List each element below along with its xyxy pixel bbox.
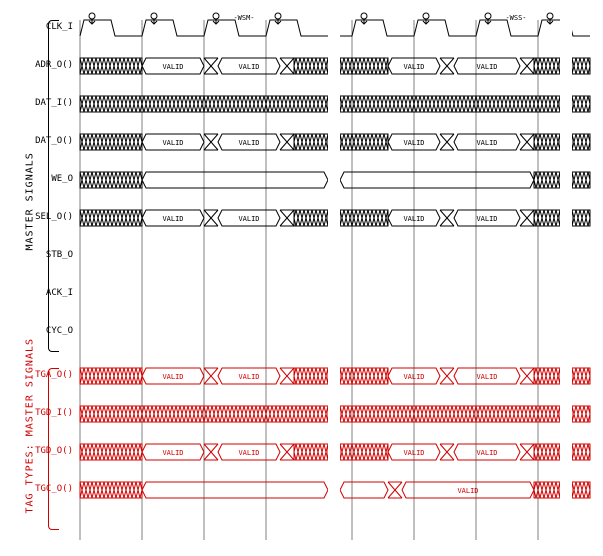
svg-text:VALID: VALID (403, 449, 424, 457)
signal-label-WE_O: WE_O (13, 174, 73, 184)
signal-label-TGD_O: TGD_O() (13, 446, 73, 456)
signal-label-TGA_O: TGA_O() (13, 370, 73, 380)
svg-text:VALID: VALID (476, 139, 497, 147)
waveform-WE_O (80, 172, 590, 198)
waveform-TGC_O: VALID (80, 482, 590, 508)
svg-text:VALID: VALID (403, 139, 424, 147)
waveform-TGD_O: VALID VALID VALID VALID (80, 444, 590, 470)
signal-label-DAT_I: DAT_I() (13, 98, 73, 108)
svg-text:VALID: VALID (403, 373, 424, 381)
waveform-CLK_I: -WSM--WSS- (80, 20, 590, 46)
signal-label-SEL_O: SEL_O() (13, 212, 73, 222)
svg-text:-WSS-: -WSS- (505, 14, 526, 22)
timing-diagram: MASTER SIGNALSCLK_I-WSM--WSS-ADR_O()VALI… (10, 10, 593, 546)
signal-label-ADR_O: ADR_O() (13, 60, 73, 70)
svg-text:-WSM-: -WSM- (233, 14, 254, 22)
waveform-SEL_O: VALID VALID VALID VALID (80, 210, 590, 236)
svg-text:VALID: VALID (238, 373, 259, 381)
signal-label-CYC_O: CYC_O (13, 326, 73, 336)
svg-text:VALID: VALID (403, 63, 424, 71)
master-signals-label: MASTER SIGNALS (25, 131, 36, 251)
svg-text:VALID: VALID (162, 139, 183, 147)
waveform-CYC_O (80, 324, 590, 350)
signal-label-CLK_I: CLK_I (13, 22, 73, 32)
svg-text:VALID: VALID (476, 449, 497, 457)
signal-label-TGC_O: TGC_O() (13, 484, 73, 494)
svg-text:VALID: VALID (403, 215, 424, 223)
waveform-TGA_O: VALID VALID VALID VALID (80, 368, 590, 394)
svg-text:VALID: VALID (238, 139, 259, 147)
svg-text:VALID: VALID (476, 215, 497, 223)
svg-text:VALID: VALID (238, 215, 259, 223)
svg-text:VALID: VALID (162, 215, 183, 223)
waveform-DAT_O: VALID VALID VALID VALID (80, 134, 590, 160)
waveform-STB_O (80, 248, 590, 274)
signal-label-TGD_I: TGD_I() (13, 408, 73, 418)
svg-text:VALID: VALID (238, 449, 259, 457)
svg-text:VALID: VALID (162, 373, 183, 381)
signal-label-DAT_O: DAT_O() (13, 136, 73, 146)
signal-label-STB_O: STB_O (13, 250, 73, 260)
svg-text:VALID: VALID (457, 487, 478, 495)
waveform-DAT_I (80, 96, 590, 122)
signal-label-ACK_I: ACK_I (13, 288, 73, 298)
svg-text:VALID: VALID (476, 63, 497, 71)
svg-text:VALID: VALID (162, 63, 183, 71)
waveform-ADR_O: VALID VALID VALID VALID (80, 58, 590, 84)
svg-text:VALID: VALID (162, 449, 183, 457)
svg-text:VALID: VALID (476, 373, 497, 381)
waveform-TGD_I (80, 406, 590, 432)
svg-text:VALID: VALID (238, 63, 259, 71)
waveform-ACK_I (80, 286, 590, 312)
